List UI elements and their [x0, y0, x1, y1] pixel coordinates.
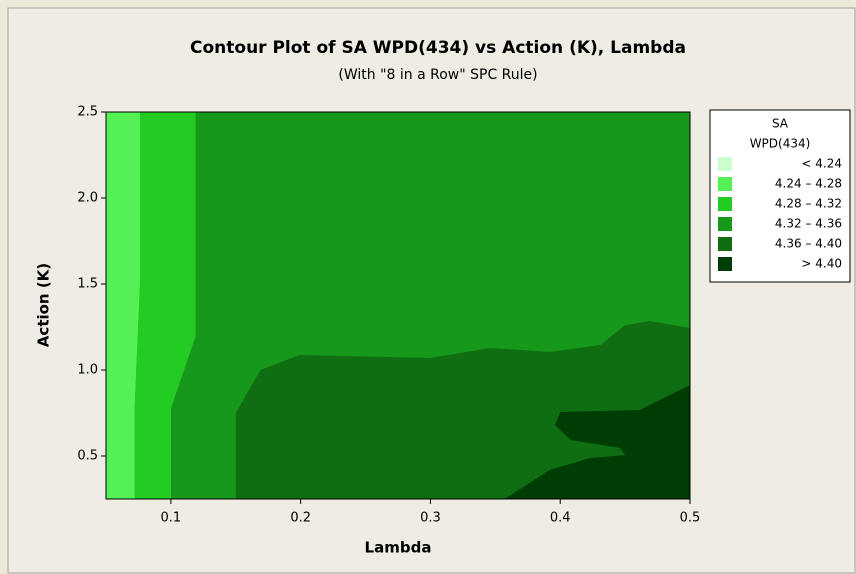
y-tick-label: 2.0 — [77, 191, 98, 206]
contour-region — [235, 320, 690, 499]
legend-label: 4.32 – 4.36 — [775, 217, 842, 231]
plot-frame — [105, 111, 691, 500]
contour-region — [504, 384, 690, 499]
x-tick-label: 0.1 — [161, 511, 182, 526]
legend-swatch — [718, 217, 732, 231]
contour-region — [106, 112, 140, 499]
legend-swatch — [718, 177, 732, 191]
legend-swatch — [718, 157, 732, 171]
x-tick-label: 0.4 — [550, 511, 571, 526]
legend-swatch — [718, 257, 732, 271]
legend-label: < 4.24 — [801, 157, 842, 171]
y-tick-label: 2.5 — [77, 105, 98, 120]
legend-swatch — [718, 237, 732, 251]
contour-region — [134, 112, 196, 499]
legend-label: 4.28 – 4.32 — [775, 197, 842, 211]
legend-title: SA — [772, 117, 789, 131]
legend-title: WPD(434) — [750, 137, 811, 151]
legend-label: 4.24 – 4.28 — [775, 177, 842, 191]
legend-box — [709, 109, 851, 283]
x-axis-label: Lambda — [365, 539, 432, 557]
y-tick-label: 1.5 — [77, 277, 98, 292]
legend-label: 4.36 – 4.40 — [775, 237, 842, 251]
x-tick-label: 0.3 — [420, 511, 441, 526]
x-tick-label: 0.2 — [290, 511, 311, 526]
y-tick-label: 1.0 — [77, 363, 98, 378]
chart-subtitle: (With "8 in a Row" SPC Rule) — [338, 67, 537, 83]
x-tick-label: 0.5 — [680, 511, 701, 526]
y-axis-label: Action (K) — [35, 263, 53, 347]
chart-title: Contour Plot of SA WPD(434) vs Action (K… — [190, 38, 686, 58]
y-tick-label: 0.5 — [77, 449, 98, 464]
legend-label: > 4.40 — [801, 257, 842, 271]
legend-swatch — [718, 197, 732, 211]
